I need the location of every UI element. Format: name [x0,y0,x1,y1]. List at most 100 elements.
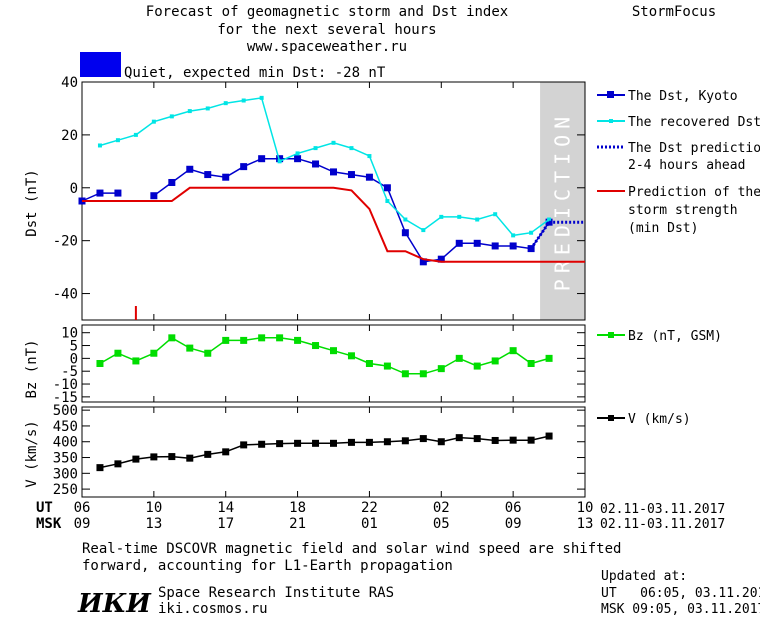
msk-date-range: 02.11-03.11.2017 [600,517,725,532]
data-point [169,114,174,119]
legend-strength-label-3: (min Dst) [628,221,698,236]
data-point [330,347,337,355]
title-line-1: Forecast of geomagnetic storm and Dst in… [146,4,508,20]
data-point [205,106,210,111]
data-point [132,357,140,365]
prediction-label: PREDICTION [551,111,575,291]
org-name: Space Research Institute RAS [158,585,394,601]
legend-bz-label: Bz (nT, GSM) [628,329,722,344]
y-tick-label: 400 [53,435,78,451]
data-point [545,354,553,362]
data-point [473,239,481,247]
iki-logo: ИКИ [77,589,152,619]
data-point [96,464,104,472]
data-point [367,154,372,159]
updated-msk: MSK 09:05, 03.11.2017 [601,602,760,617]
bz-axis-label: Bz (nT) [24,339,40,398]
prediction-zone [540,82,585,320]
data-point [96,189,104,197]
data-point [187,109,192,114]
data-point [222,448,230,456]
data-point [455,239,463,247]
data-point [455,354,463,362]
data-point [259,95,264,100]
ut-tick-label: 02 [433,500,450,516]
data-point [545,218,553,226]
data-point [529,230,534,235]
data-point [509,242,517,250]
data-point [347,171,355,179]
data-point [419,435,427,443]
data-point [258,155,266,163]
data-point [365,438,373,446]
legend-strength-label-2: storm strength [628,203,738,218]
y-tick-label: 0 [70,351,78,367]
data-point [204,349,212,357]
bz-legend: Bz (nT, GSM) [597,329,722,344]
ut-tick-label: 10 [577,500,594,516]
y-tick-label: 250 [53,482,78,498]
y-tick-label: -20 [53,234,78,250]
msk-tick-label: 13 [577,516,594,532]
ut-tick-label: 22 [361,500,378,516]
data-point [421,228,426,233]
footer-note-1: Real-time DSCOVR magnetic field and sola… [82,541,621,557]
data-point [383,362,391,370]
data-point [457,214,462,219]
y-tick-label: 0 [70,181,78,197]
panel-frame [81,406,586,498]
data-point [114,349,122,357]
data-point [168,178,176,186]
data-point [437,365,445,373]
msk-tick-label: 01 [361,516,378,532]
dst-axis-label: Dst (nT) [24,169,40,236]
series-line-0 [99,336,550,375]
data-point [545,432,553,440]
data-point [403,217,408,222]
y-tick-label: -5 [61,364,78,380]
data-point [258,334,266,342]
ut-date-range: 02.11-03.11.2017 [600,502,725,517]
legend-bz-marker [608,332,614,338]
dst-legend: The Dst, Kyoto The recovered Dst The Dst… [597,89,760,236]
data-point [295,151,300,156]
series-line-3 [82,186,585,263]
data-point [385,199,390,203]
data-point [312,439,320,447]
msk-axis-label: MSK [36,516,62,532]
org-url[interactable]: iki.cosmos.ru [158,601,268,617]
data-point [313,146,318,151]
data-point [97,143,102,148]
data-point [437,255,445,263]
ut-tick-label: 14 [217,500,234,516]
y-tick-label: 500 [53,403,78,419]
data-point [419,370,427,378]
y-tick-label: -10 [53,377,78,393]
data-point [439,214,444,219]
data-point [383,438,391,446]
title-url: www.spaceweather.ru [247,39,407,55]
footer-note-2: forward, accounting for L1-Earth propaga… [82,558,453,574]
data-point [365,360,373,367]
data-point [133,132,138,137]
data-point [222,173,230,181]
data-point [509,436,517,444]
y-tick-label: 450 [53,419,78,435]
ut-tick-label: 06 [74,500,91,516]
data-point [150,349,158,357]
data-point [383,184,391,192]
y-tick-label: -40 [53,287,78,303]
data-point [241,98,246,103]
data-point [96,360,104,367]
y-tick-label: 10 [61,326,78,342]
legend-speed-label: V (km/s) [628,412,691,427]
data-point [151,119,156,124]
data-point [294,439,302,447]
data-point [527,360,535,367]
ut-axis-label: UT [36,500,53,516]
data-point [240,336,248,344]
y-tick-label: 40 [61,75,78,91]
